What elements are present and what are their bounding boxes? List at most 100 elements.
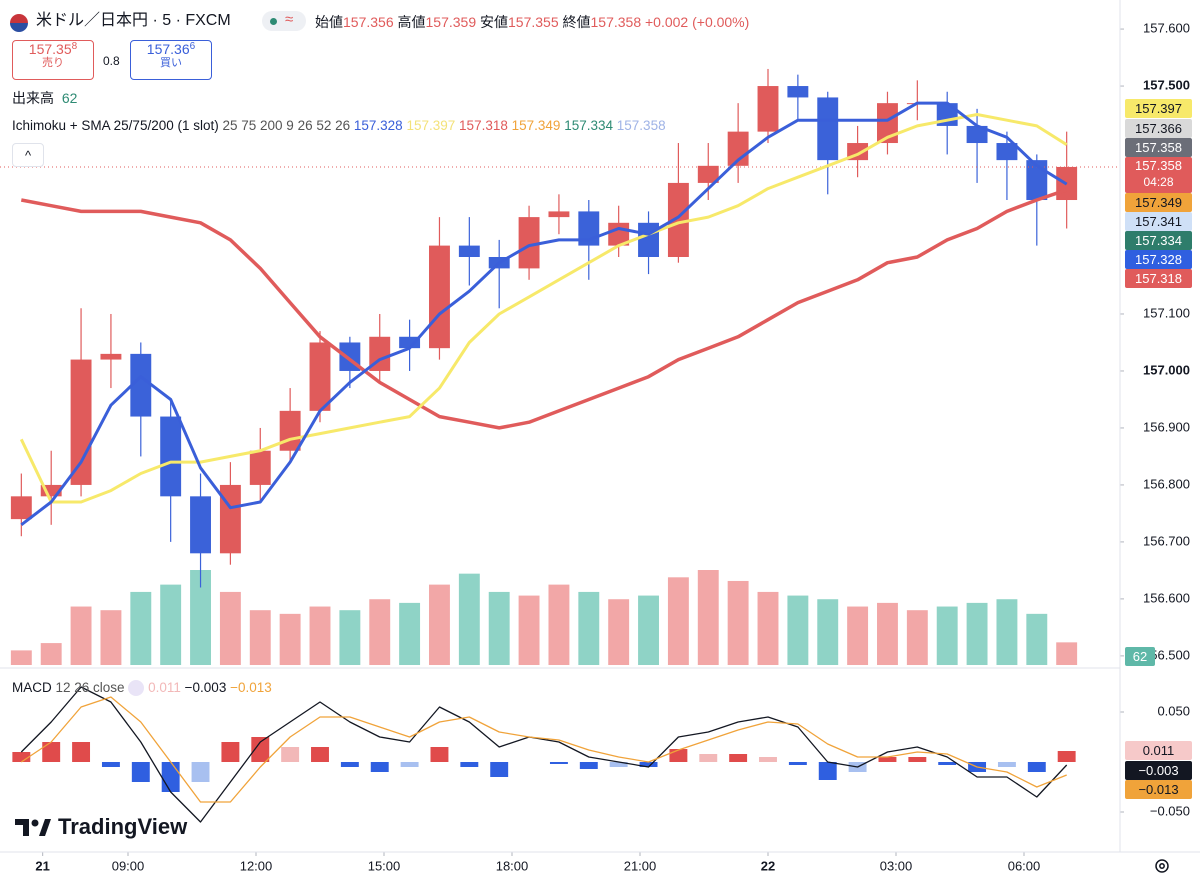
y-tick-label: 157.100	[1143, 305, 1190, 320]
macd-icon[interactable]	[128, 680, 145, 697]
macd-legend: MACD 12 26 close 0.011 −0.003 −0.013	[12, 678, 272, 698]
x-tick-label: 06:00	[1008, 858, 1041, 873]
histogram-bar	[759, 757, 777, 762]
indicator-line	[20, 696, 1067, 803]
histogram-bar	[997, 762, 1016, 767]
candle-body	[458, 245, 480, 257]
sell-label: 売り	[42, 57, 64, 69]
indicator-line	[20, 686, 1068, 823]
buy-button[interactable]: 157.366 買い	[130, 40, 212, 80]
sell-button[interactable]: 157.358 売り	[12, 40, 94, 80]
macd-legend-value: −0.003	[184, 680, 227, 695]
buy-label: 買い	[160, 57, 182, 69]
macd-params: 12 26 close	[55, 680, 125, 695]
volume-bar	[130, 591, 152, 665]
volume-bar	[518, 595, 540, 665]
ohlc-value: 157.359	[425, 14, 477, 30]
volume-bar	[100, 610, 122, 665]
approx-icon: ≈	[285, 11, 294, 28]
histogram-bar	[699, 754, 718, 762]
x-tick-label: 22	[761, 858, 775, 873]
candle-body	[667, 182, 689, 257]
candle-body	[518, 217, 540, 269]
x-tick-label: 03:00	[880, 858, 913, 873]
collapse-button[interactable]: ^	[12, 143, 44, 167]
volume-bar	[638, 595, 659, 665]
legend-value: 157.328	[353, 118, 403, 133]
price-badge: 157.366	[1125, 119, 1192, 138]
histogram-bar	[908, 757, 927, 762]
candle-body	[10, 496, 32, 520]
candle-body	[877, 103, 898, 144]
status-pill[interactable]: ≈	[262, 11, 306, 31]
candle-body	[638, 222, 659, 257]
brand-logo	[15, 819, 51, 836]
volume-bar	[608, 599, 630, 665]
volume-bar	[847, 606, 869, 665]
histogram-bar	[400, 762, 419, 767]
volume-bar	[757, 591, 779, 665]
symbol[interactable]: 米ドル／日本円 · 5 · FXCM	[36, 12, 231, 29]
volume-bar	[578, 591, 600, 665]
candle-body	[70, 359, 92, 485]
candle-body	[130, 353, 152, 417]
histogram-bar	[42, 742, 61, 762]
candle-body	[399, 336, 421, 349]
indicator-line	[20, 101, 1068, 526]
histogram-bar	[878, 757, 897, 762]
histogram-bar	[72, 742, 91, 762]
x-tick-label: 21:00	[624, 858, 657, 873]
macd-badge: 0.011	[1125, 741, 1192, 760]
histogram-bar	[12, 752, 31, 762]
y-tick-label: 156.800	[1143, 476, 1190, 491]
logo-bar	[15, 819, 29, 825]
y-tick-label: 157.000	[1143, 362, 1190, 377]
candle-body	[757, 86, 779, 132]
volume-bar	[339, 610, 361, 665]
candle-body	[190, 496, 211, 554]
volume-bar	[488, 591, 510, 665]
price-badge: 157.349	[1125, 193, 1192, 212]
x-tick-label: 21	[35, 858, 49, 873]
volume-bar	[548, 584, 570, 665]
volume-bar	[1056, 642, 1078, 665]
volume-value: 62	[61, 90, 78, 106]
candle-body	[249, 450, 271, 485]
logo-dot	[31, 819, 39, 827]
histogram-bar	[161, 762, 180, 792]
candle-body	[429, 245, 450, 349]
candle-body	[100, 353, 122, 360]
price-badge: 157.397	[1125, 99, 1192, 118]
y-tick-label: 156.600	[1143, 590, 1190, 605]
macd-badge: −0.013	[1125, 780, 1192, 799]
ohlc-value: 157.355	[508, 14, 559, 30]
histogram-bar	[131, 762, 150, 782]
price-badge: 157.358	[1125, 138, 1192, 157]
histogram-bar	[191, 762, 210, 782]
volume-bar	[727, 580, 749, 665]
candle-body	[548, 211, 570, 218]
candle-body	[309, 342, 331, 411]
ohlc-label: 始値	[315, 14, 343, 30]
histogram-bar	[1027, 762, 1046, 772]
logo-slash	[39, 819, 51, 836]
histogram-bar	[818, 762, 837, 780]
volume-bar	[667, 577, 689, 665]
ohlc-value: 157.358	[590, 14, 642, 30]
volume-badge: 62	[1125, 647, 1155, 666]
buy-pip: 6	[189, 41, 196, 52]
legend-value: 157.397	[406, 118, 456, 133]
candle-body	[697, 165, 719, 183]
ohlc-value: 157.356	[343, 14, 394, 30]
y-tick-label: −0.050	[1150, 803, 1190, 818]
gear-icon[interactable]	[1155, 859, 1169, 873]
histogram-bar	[669, 749, 688, 762]
ohlc-label: 終値	[562, 14, 591, 30]
candle-body	[787, 86, 809, 98]
candle-body	[160, 416, 182, 497]
legend-value: 157.334	[564, 118, 614, 133]
price-badge: 157.334	[1125, 231, 1192, 250]
volume-bar	[309, 606, 331, 665]
